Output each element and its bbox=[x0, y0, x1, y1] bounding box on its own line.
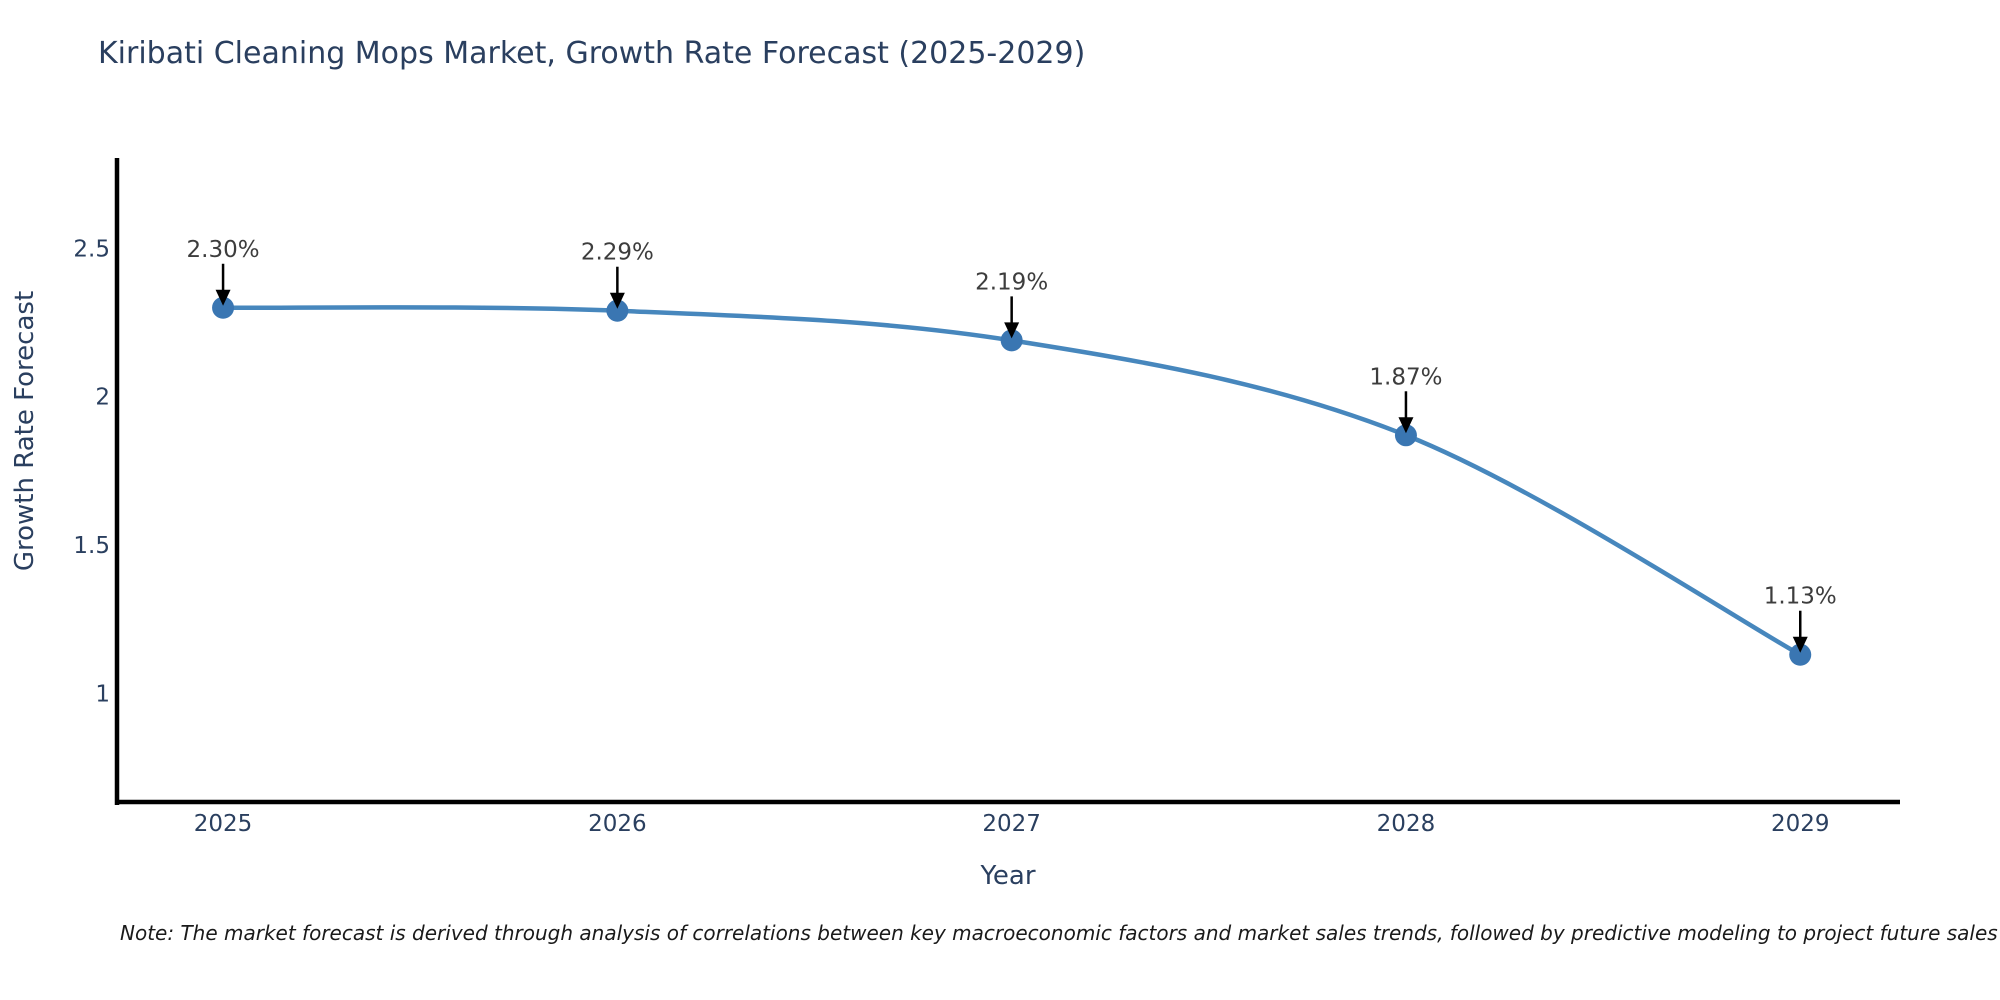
data-point-marker bbox=[1789, 643, 1812, 666]
data-point-marker bbox=[1000, 329, 1023, 352]
data-point-value-label: 2.30% bbox=[187, 237, 260, 263]
y-tick-label: 1.5 bbox=[73, 533, 110, 559]
annotation-arrow-head bbox=[1792, 636, 1808, 653]
x-tick-label: 2027 bbox=[982, 811, 1041, 837]
x-tick-label: 2026 bbox=[588, 811, 647, 837]
x-axis-title: Year bbox=[980, 861, 1036, 891]
data-point-value-label: 1.13% bbox=[1764, 584, 1837, 610]
chart-title: Kiribati Cleaning Mops Market, Growth Ra… bbox=[98, 36, 1086, 71]
x-tick-label: 2025 bbox=[194, 811, 253, 837]
x-tick-label: 2029 bbox=[1771, 811, 1830, 837]
data-point-marker bbox=[1394, 424, 1417, 447]
y-tick-label: 1 bbox=[95, 681, 110, 707]
data-point-value-label: 1.87% bbox=[1369, 364, 1442, 390]
y-axis-title: Growth Rate Forecast bbox=[10, 290, 40, 572]
x-tick-label: 2028 bbox=[1377, 811, 1436, 837]
annotation-arrow-head bbox=[1004, 322, 1020, 339]
data-point-value-label: 2.29% bbox=[581, 240, 654, 266]
annotation-arrow-head bbox=[609, 292, 625, 309]
y-tick-label: 2 bbox=[95, 385, 110, 411]
data-point-value-label: 2.19% bbox=[975, 269, 1048, 295]
data-point-marker bbox=[212, 296, 235, 319]
annotation-arrow-head bbox=[215, 289, 231, 306]
y-tick-label: 2.5 bbox=[73, 236, 110, 262]
chart-footnote: Note: The market forecast is derived thr… bbox=[120, 921, 1998, 945]
forecast-line bbox=[223, 305, 1802, 657]
data-point-marker bbox=[606, 299, 629, 322]
annotation-arrow-head bbox=[1398, 417, 1414, 434]
